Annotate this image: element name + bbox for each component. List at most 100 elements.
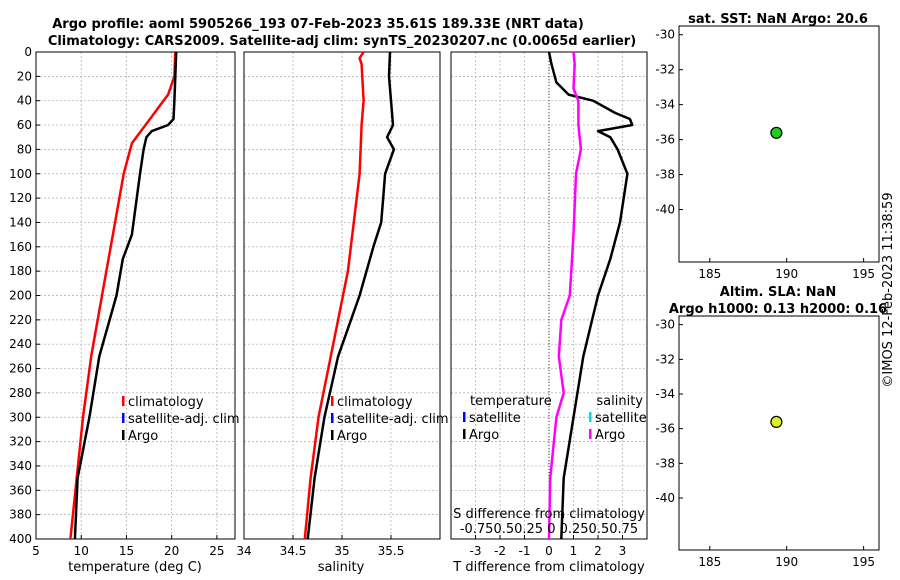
y-tick-label: 400 bbox=[9, 532, 32, 546]
y-tick-label: 340 bbox=[9, 459, 32, 473]
difference-xlabel-top: S difference from climatology bbox=[453, 507, 645, 522]
profile-location-marker bbox=[770, 415, 783, 429]
x-tick-label: 2 bbox=[594, 544, 602, 558]
legend-swatch bbox=[463, 412, 466, 422]
y-tick-label: 180 bbox=[9, 264, 32, 278]
x-tick-label: 1 bbox=[570, 544, 578, 558]
legend-label: climatology bbox=[128, 395, 204, 410]
y-tick-label: -32 bbox=[655, 352, 675, 366]
sst-map-panel: -30 -32 -34 -36 -38 -40 185 190 195 bbox=[655, 25, 880, 281]
y-tick-label: -38 bbox=[655, 168, 675, 182]
legend-swatch bbox=[122, 396, 125, 406]
x-tick-label: 20 bbox=[164, 544, 179, 558]
x-tick-label: -1 bbox=[519, 544, 531, 558]
temperature-xlabel: temperature (deg C) bbox=[68, 560, 202, 575]
series-line-temperature-argo bbox=[547, 51, 634, 540]
legend-swatch bbox=[463, 429, 466, 439]
y-tick-label: -30 bbox=[655, 318, 675, 332]
y-tick-label: 380 bbox=[9, 508, 32, 522]
y-tick-label: 100 bbox=[9, 167, 32, 181]
legend-swatch bbox=[331, 396, 334, 406]
x-tick-label: 25 bbox=[209, 544, 224, 558]
x-tick-label: 15 bbox=[119, 544, 134, 558]
salinity-panel: 34 34.5 35 35.5 climatology satellite-adj. cl… bbox=[236, 51, 449, 558]
y-tick-label: -38 bbox=[655, 456, 675, 470]
legend-title-salinity: salinity bbox=[596, 394, 643, 409]
legend-swatch bbox=[589, 429, 592, 439]
y-tick-label: 240 bbox=[9, 337, 32, 351]
y-tick-label: 40 bbox=[17, 94, 32, 108]
x-tick-label: 34 bbox=[236, 544, 251, 558]
y-tick-label: 140 bbox=[9, 215, 32, 229]
x-tick-label: 185 bbox=[698, 555, 721, 569]
difference-panel: -3 -2 -1 0 1 2 3 temperature salinity satellite Ar… bbox=[450, 51, 648, 558]
y-tick-label: -36 bbox=[655, 133, 675, 147]
y-tick-label: 220 bbox=[9, 313, 32, 327]
legend-label: Argo bbox=[469, 428, 499, 443]
legend-title-temperature: temperature bbox=[470, 394, 552, 409]
x-tick-label: 3 bbox=[619, 544, 627, 558]
temperature-panel: 5 10 15 20 25 0 20 40 60 80 100 120 140 160 180 200 220 2… bbox=[9, 45, 240, 558]
x-tick-label: 190 bbox=[775, 267, 798, 281]
y-tick-label: 0 bbox=[24, 45, 32, 59]
x-tick-label: 34.5 bbox=[280, 544, 307, 558]
legend-label: satellite-adj. clim bbox=[337, 412, 449, 427]
legend-label: satellite-adj. clim bbox=[128, 412, 240, 427]
x-tick-label: 190 bbox=[775, 555, 798, 569]
x-tick-label: 35.5 bbox=[378, 544, 405, 558]
x-tick-label: 185 bbox=[698, 267, 721, 281]
series-line-climatology bbox=[303, 51, 365, 540]
y-tick-label: 120 bbox=[9, 191, 32, 205]
map-frame bbox=[678, 25, 880, 263]
y-tick-label: -34 bbox=[655, 98, 675, 112]
sla-map-panel: -30 -32 -34 -36 -38 -40 185 190 195 bbox=[655, 315, 880, 569]
x-tick-label: 10 bbox=[74, 544, 89, 558]
figure-title-line2: Climatology: CARS2009. Satellite-adj cli… bbox=[48, 34, 636, 49]
legend-swatch bbox=[589, 412, 592, 422]
y-tick-label: -34 bbox=[655, 387, 675, 401]
y-tick-label: -40 bbox=[655, 203, 675, 217]
legend-label: satellite bbox=[469, 411, 521, 426]
series-line-argo bbox=[73, 51, 178, 540]
salinity-xlabel: salinity bbox=[318, 560, 365, 575]
legend-swatch bbox=[122, 413, 125, 423]
y-tick-label: 60 bbox=[17, 118, 32, 132]
x-tick-label: 35 bbox=[334, 544, 349, 558]
sla-map-title: Altim. SLA: NaN bbox=[720, 285, 836, 300]
y-tick-label: 320 bbox=[9, 435, 32, 449]
legend-swatch bbox=[331, 430, 334, 440]
y-tick-label: 80 bbox=[17, 142, 32, 156]
difference-xlabel: T difference from climatology bbox=[452, 560, 645, 575]
series-line-salinity-argo bbox=[547, 51, 583, 540]
x-tick-label: 195 bbox=[852, 267, 875, 281]
y-tick-label: -40 bbox=[655, 491, 675, 505]
legend-label: Argo bbox=[128, 429, 158, 444]
legend-label: Argo bbox=[337, 429, 367, 444]
y-tick-label: -36 bbox=[655, 422, 675, 436]
sla-map-subtitle: Argo h1000: 0.13 h2000: 0.16 bbox=[669, 302, 887, 317]
y-tick-label: 300 bbox=[9, 410, 32, 424]
y-tick-label: 280 bbox=[9, 386, 32, 400]
x-tick-label: 195 bbox=[852, 555, 875, 569]
y-tick-label: 360 bbox=[9, 483, 32, 497]
map-frame bbox=[678, 315, 880, 551]
legend-label: climatology bbox=[337, 395, 413, 410]
series-line-climatology bbox=[69, 51, 177, 540]
figure-title-line1: Argo profile: aoml 5905266_193 07-Feb-20… bbox=[52, 17, 584, 32]
legend-label: Argo bbox=[595, 428, 625, 443]
y-tick-label: 20 bbox=[17, 69, 32, 83]
x-tick-label: 5 bbox=[32, 544, 40, 558]
y-tick-label: 160 bbox=[9, 240, 32, 254]
y-tick-label: -32 bbox=[655, 63, 675, 77]
sst-map-title: sat. SST: NaN Argo: 20.6 bbox=[688, 12, 868, 27]
series-line-argo bbox=[306, 51, 396, 540]
difference-xticks-top: -0.750.50.25 0 0.250.50.75 bbox=[460, 522, 638, 537]
legend-swatch bbox=[331, 413, 334, 423]
x-tick-label: 0 bbox=[545, 544, 553, 558]
legend-swatch bbox=[122, 430, 125, 440]
x-tick-label: -2 bbox=[494, 544, 506, 558]
y-tick-label: -30 bbox=[655, 28, 675, 42]
imos-stamp: ©IMOS 12-Feb-2023 11:38:59 bbox=[881, 192, 896, 387]
x-tick-label: -3 bbox=[470, 544, 482, 558]
